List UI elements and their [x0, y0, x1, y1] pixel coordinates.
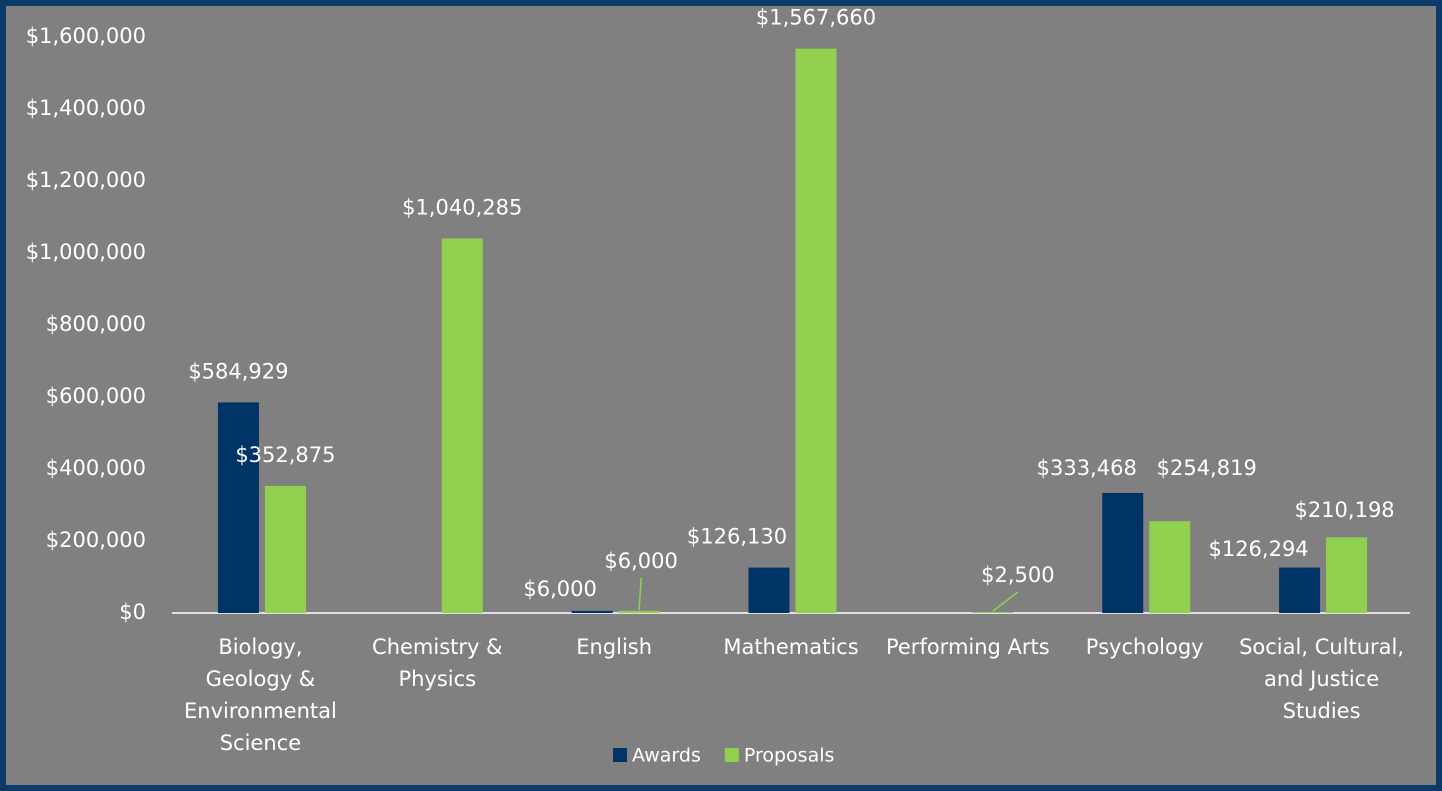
bar [217, 402, 259, 613]
data-label: $1,040,285 [402, 195, 522, 219]
bar [1149, 521, 1191, 613]
x-tick-label: Performing Arts [886, 635, 1050, 659]
data-label: $333,468 [1037, 456, 1137, 480]
legend-swatch [724, 748, 739, 762]
data-label: $6,000 [523, 577, 596, 601]
bar [972, 612, 1014, 613]
data-label: $352,875 [235, 443, 335, 467]
bar [748, 567, 790, 613]
x-tick-label: Mathematics [723, 635, 858, 659]
leader-line [992, 591, 1019, 612]
y-tick-label: $1,600,000 [26, 24, 146, 48]
y-tick-label: $0 [119, 600, 146, 624]
data-label: $1,567,660 [756, 6, 876, 30]
bar [1102, 492, 1144, 613]
x-tick-label: Chemistry & Physics [372, 635, 502, 691]
bar [441, 238, 483, 613]
data-label: $210,198 [1294, 498, 1394, 522]
data-label: $584,929 [188, 359, 288, 383]
bar [264, 485, 306, 613]
x-tick-label: English [576, 635, 652, 659]
y-tick-label: $400,000 [46, 456, 146, 480]
x-tick-label: Psychology [1086, 635, 1204, 659]
legend-label: Proposals [744, 745, 835, 767]
leader-line [638, 577, 642, 610]
bar [1279, 567, 1321, 613]
y-tick-label: $1,400,000 [26, 96, 146, 120]
legend-label: Awards [632, 745, 701, 767]
legend-swatch [613, 748, 627, 762]
y-tick-label: $1,000,000 [26, 240, 146, 264]
data-label: $254,819 [1157, 456, 1257, 480]
x-tick-label: Social, Cultural, and Justice Studies [1239, 635, 1404, 723]
y-tick-label: $600,000 [46, 384, 146, 408]
bar [1326, 537, 1368, 613]
bar [618, 610, 660, 613]
data-label: $2,500 [981, 563, 1054, 587]
y-tick-label: $200,000 [46, 528, 146, 552]
data-label: $6,000 [604, 549, 677, 573]
bar [795, 48, 837, 614]
y-tick-label: $800,000 [46, 312, 146, 336]
x-tick-label: Biology, Geology & Environmental Science [184, 635, 337, 755]
bar [571, 610, 613, 613]
data-label: $126,130 [687, 525, 787, 549]
plot-background [6, 6, 1436, 785]
data-label: $126,294 [1208, 537, 1308, 561]
y-tick-label: $1,200,000 [26, 168, 146, 192]
